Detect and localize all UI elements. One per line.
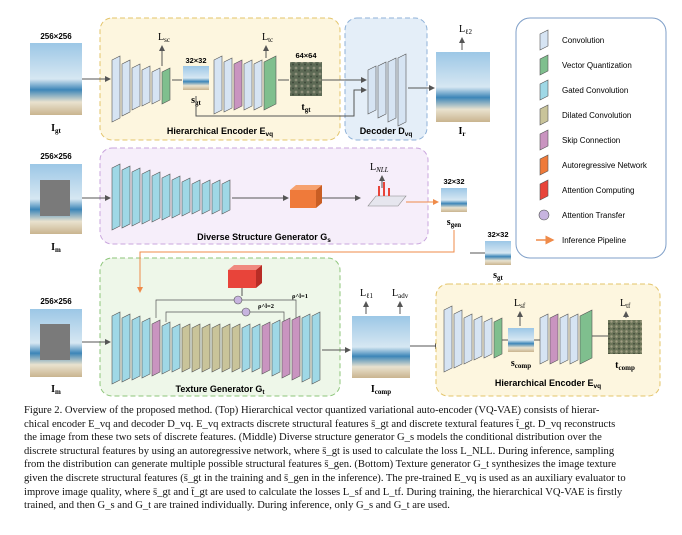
aux-encoder-title: Hierarchical Encoder Evq <box>495 378 601 390</box>
size-label-s: 32×32 <box>185 56 206 65</box>
gt-image <box>30 43 82 115</box>
legend-item: Autoregressive Network <box>539 154 648 176</box>
legend-item: Vector Quantization <box>539 54 632 76</box>
s-gen-label: sgen <box>447 217 462 229</box>
s-gt-label: sgt <box>191 95 201 107</box>
autoregressive-network <box>290 185 322 208</box>
structure-gated-blocks <box>111 163 231 231</box>
attention-transfer-1 <box>233 295 243 305</box>
loss-l2: Lℓ2 <box>459 24 472 36</box>
t-comp-image <box>608 320 642 354</box>
legend-item: Convolution <box>539 29 604 51</box>
caption-line: discrete structural features by using an… <box>24 445 615 457</box>
legend-swatch <box>538 209 550 221</box>
legend-panel <box>515 17 667 259</box>
legend-swatch <box>539 79 549 101</box>
t-gt-label: tgt <box>301 102 311 114</box>
s-gt-image <box>183 66 209 90</box>
completed-image <box>352 316 410 378</box>
distribution-plane <box>367 195 407 207</box>
encoder-conv-blocks-2 <box>213 55 277 115</box>
size-label-input: 256×256 <box>40 32 72 41</box>
structure-generator-panel <box>99 147 429 245</box>
caption-line: given the discrete structural features (… <box>24 472 626 484</box>
legend-item: Attention Transfer <box>538 209 625 221</box>
legend-items: Convolution Vector Quantization Gated Conv… <box>536 29 648 245</box>
attention-computing-block <box>228 265 262 288</box>
encoder-conv-blocks <box>111 55 171 123</box>
legend-label: Inference Pipeline <box>562 236 627 245</box>
caption-line: chical encoder E_vq and decoder D_vq. E_… <box>24 418 616 430</box>
legend-item: Gated Convolution <box>539 79 628 101</box>
loss-tc: Ltc <box>262 32 273 44</box>
legend-label: Attention Computing <box>562 186 635 195</box>
masked-label-mid: Im <box>51 242 61 254</box>
legend-swatch <box>539 129 549 151</box>
structure-generator-title: Diverse Structure Generator Gs <box>197 232 331 244</box>
legend-label: Dilated Convolution <box>562 111 631 120</box>
legend-label: Attention Transfer <box>562 211 625 220</box>
legend-item: Attention Computing <box>539 179 635 201</box>
gt-image-label: Igt <box>51 123 61 135</box>
size-label-gen: 32×32 <box>443 177 464 186</box>
texture-generator-title: Texture Generator Gt <box>175 384 265 396</box>
caption-line: the image from these two sets of discret… <box>24 432 602 444</box>
loss-tf: Ltf <box>620 298 631 310</box>
reconstructed-image <box>436 52 490 122</box>
legend-swatch <box>539 104 549 126</box>
legend-swatch <box>539 154 549 176</box>
size-label-sgt: 32×32 <box>487 230 508 239</box>
aux-encoder-blocks <box>443 305 593 373</box>
texture-generator-blocks <box>111 311 321 385</box>
caption-line: trained, and then G_s and G_t are traine… <box>24 500 450 512</box>
masked-label-bot: Im <box>51 384 61 396</box>
legend-swatch <box>539 179 549 201</box>
s-gen-image <box>441 188 467 212</box>
attention-transfer-2 <box>241 307 251 317</box>
s-gt-label-bot: sgt <box>493 270 503 282</box>
legend-label: Vector Quantization <box>562 61 632 70</box>
legend-swatch <box>539 54 549 76</box>
loss-sc: Lsc <box>158 32 170 44</box>
inference-arrow <box>137 230 455 293</box>
decoder-title: Decoder Dvq <box>360 126 413 138</box>
legend-item: Dilated Convolution <box>539 104 631 126</box>
rho-1: ρ^l=1 <box>292 293 308 300</box>
loss-nll: LNLL <box>370 162 389 174</box>
size-label-mid: 256×256 <box>40 152 72 161</box>
decoder-conv-blocks <box>367 53 407 127</box>
size-label-t: 64×64 <box>295 51 317 60</box>
s-comp-label: scomp <box>511 358 531 370</box>
caption-line: improve image quality, where s̄_gt and t… <box>24 486 623 498</box>
legend-item: Inference Pipeline <box>536 235 627 245</box>
legend-swatch <box>539 29 549 51</box>
distribution-bars <box>378 182 390 196</box>
legend-label: Autoregressive Network <box>562 161 648 170</box>
encoder-title: Hierarchical Encoder Evq <box>167 126 273 138</box>
rho-2: ρ^l=2 <box>258 303 274 310</box>
completed-label: Icomp <box>371 384 391 396</box>
legend-item: Skip Connection <box>539 129 620 151</box>
method-diagram: 256×256 Igt Lsc 32×32 sgt Ltc 64×64 tgt … <box>30 17 667 397</box>
legend-label: Gated Convolution <box>562 86 628 95</box>
loss-adv: Ladv <box>392 288 409 300</box>
caption-line: Figure 2. Overview of the proposed metho… <box>24 405 600 416</box>
figure-caption: Figure 2. Overview of the proposed metho… <box>24 404 662 513</box>
s-comp-image <box>508 328 534 352</box>
reconstructed-label: Ir <box>458 126 465 138</box>
s-gt-image-bot <box>485 241 511 265</box>
legend-label: Skip Connection <box>562 136 620 145</box>
t-gt-image <box>290 62 322 96</box>
t-comp-label: tcomp <box>615 360 635 372</box>
loss-sf: Lsf <box>514 298 526 310</box>
legend-label: Convolution <box>562 36 604 45</box>
caption-line: from the distribution can generate multi… <box>24 459 617 471</box>
loss-l1: Lℓ1 <box>360 288 373 300</box>
size-label-bot: 256×256 <box>40 297 72 306</box>
